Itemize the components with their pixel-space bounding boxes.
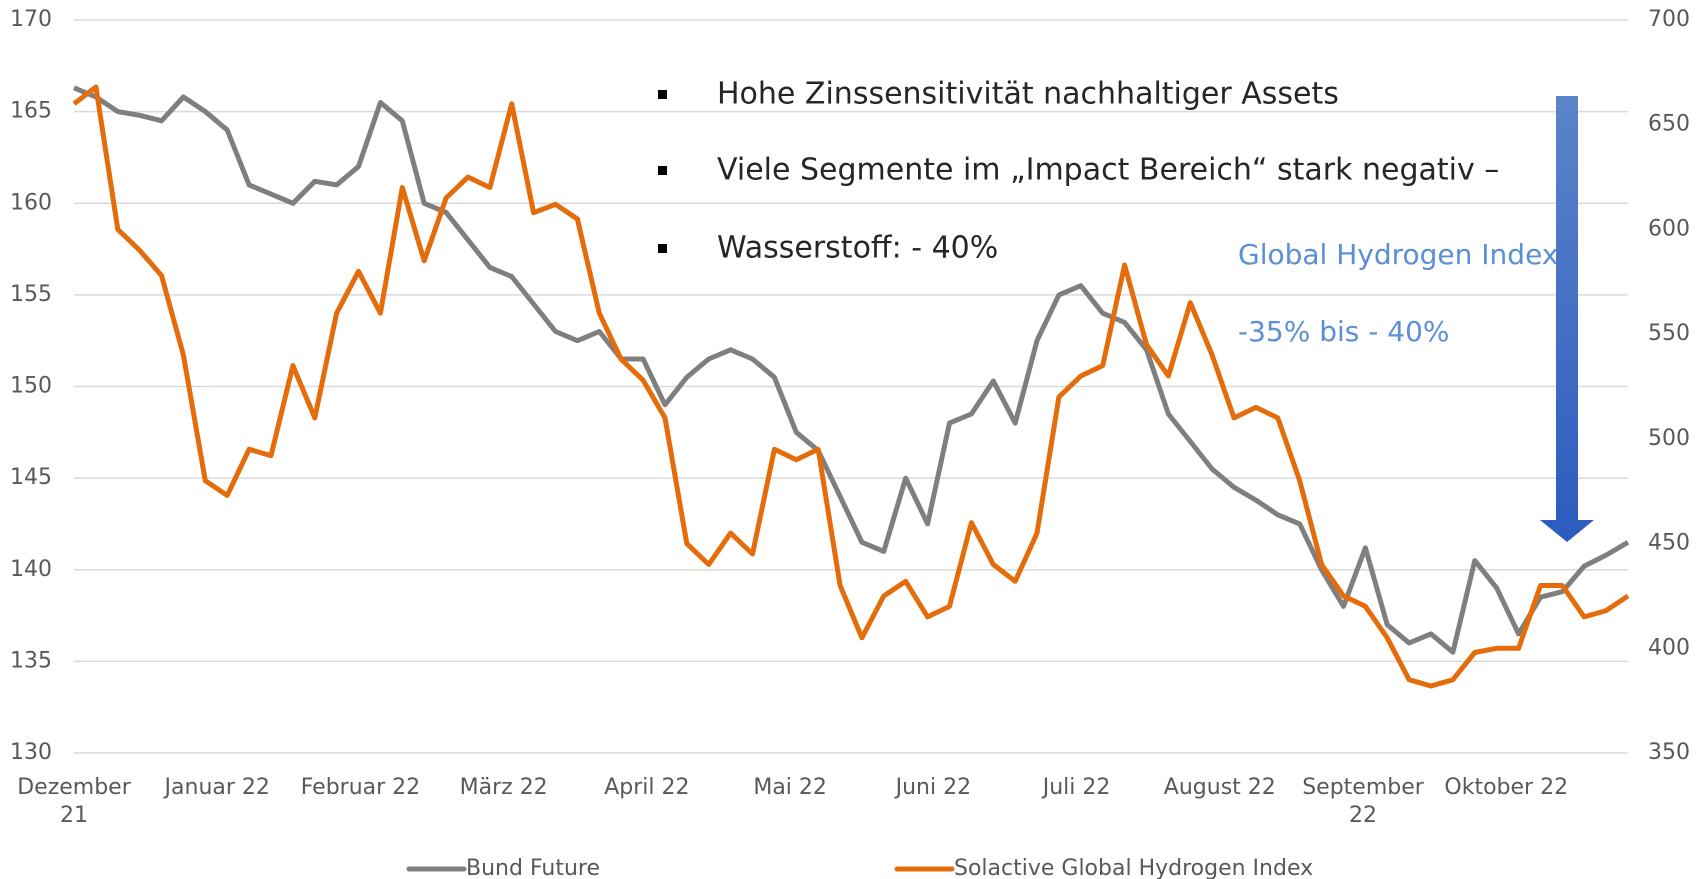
bullet-text: Viele Segmente im „Impact Bereich“ stark…	[717, 153, 1499, 188]
x-tick-label: August 22	[1163, 775, 1276, 800]
y-tick-label: 165	[10, 99, 52, 124]
y2-tick-label: 600	[1648, 216, 1690, 241]
x-tick-label: Juni 22	[895, 775, 972, 800]
y-tick-label: 135	[10, 648, 52, 673]
y-tick-label: 140	[10, 557, 52, 582]
x-tick-label: Oktober 22	[1444, 775, 1569, 800]
x-tick-label: April 22	[604, 775, 690, 800]
x-tick-label: Januar 22	[164, 775, 270, 800]
legend-label: Solactive Global Hydrogen Index	[954, 856, 1313, 879]
x-tick-label: März 22	[459, 775, 548, 800]
x-tick-label: Mai 22	[753, 775, 827, 800]
grid	[74, 19, 1628, 754]
x-tick-label: Dezember 21	[17, 775, 131, 828]
x-tick-label: Februar 22	[300, 775, 421, 800]
index-label: Global Hydrogen Index	[1238, 238, 1558, 271]
series-line	[72, 84, 1630, 689]
y-tick-label: 150	[10, 374, 52, 399]
bullet-text: Wasserstoff: - 40%	[717, 231, 998, 266]
y2-tick-label: 400	[1648, 635, 1690, 660]
y2-tick-label: 350	[1648, 740, 1690, 765]
x-tick-label: Juli 22	[1042, 775, 1111, 800]
y-tick-label: 130	[10, 740, 52, 765]
bullet	[658, 244, 667, 253]
y2-tick-label: 550	[1648, 321, 1690, 346]
bullet	[658, 166, 667, 175]
y-tick-label: 145	[10, 465, 52, 490]
legend-label: Bund Future	[466, 856, 600, 879]
y-tick-label: 170	[10, 7, 52, 32]
y-tick-label: 160	[10, 190, 52, 215]
y-tick-label: 155	[10, 282, 52, 307]
y2-tick-label: 500	[1648, 426, 1690, 451]
y2-tick-label: 450	[1648, 531, 1690, 556]
down-arrow	[1540, 96, 1594, 542]
series-line	[73, 85, 1630, 655]
lines	[72, 84, 1630, 689]
range-label: -35% bis - 40%	[1238, 315, 1450, 348]
y2-tick-label: 650	[1648, 112, 1690, 137]
bullet-text: Hohe Zinssensitivität nachhaltiger Asset…	[717, 77, 1339, 112]
y2-tick-label: 700	[1648, 7, 1690, 32]
bullet	[658, 90, 667, 99]
x-tick-label: September 22	[1302, 775, 1424, 828]
